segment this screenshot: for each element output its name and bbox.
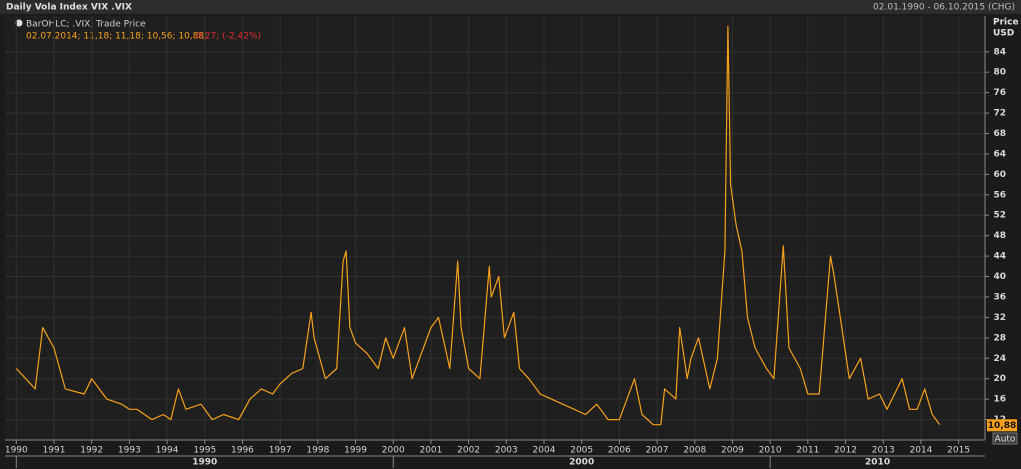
x-tick-label: 2004 xyxy=(533,446,556,456)
chart-title: Daily Vola Index VIX .VIX xyxy=(6,3,132,13)
y-tick-label: 52 xyxy=(993,211,1006,221)
x-tick-label: 1997 xyxy=(269,446,292,456)
ohlc-text: 02.07.2014; 11,18; 11,18; 10,56; 10,88; xyxy=(26,32,207,42)
y-tick-label: 40 xyxy=(993,272,1006,282)
y-tick-label: 68 xyxy=(993,129,1006,139)
x-tick-label: 2007 xyxy=(646,446,669,456)
x-tick-label: 1990 xyxy=(5,446,28,456)
x-tick-label: 2010 xyxy=(759,446,782,456)
x-tick-label: 1991 xyxy=(43,446,66,456)
x-tick-label: 2002 xyxy=(457,446,480,456)
x-tick-label: 2006 xyxy=(608,446,631,456)
y-tick-label: 76 xyxy=(993,88,1006,98)
y-tick-label: 36 xyxy=(993,292,1006,302)
y-tick-label: 16 xyxy=(993,395,1006,405)
y-tick-label: 28 xyxy=(993,333,1006,343)
x-tick-label: 1993 xyxy=(118,446,141,456)
y-tick-label: 48 xyxy=(993,231,1006,241)
legend-text: BarOHLC; .VIX; Trade Price xyxy=(26,20,146,30)
y-tick-label: 80 xyxy=(993,68,1006,78)
last-value-label: 10,88 xyxy=(988,421,1016,431)
x-tick-label: 2013 xyxy=(872,446,895,456)
x-tick-label: 1999 xyxy=(344,446,367,456)
y-axis-unit: USD xyxy=(993,29,1014,39)
x-tick-label: 2015 xyxy=(947,446,970,456)
x-tick-label: 2011 xyxy=(796,446,819,456)
legend-icon[interactable] xyxy=(15,19,23,27)
x-tick-label: 2014 xyxy=(909,446,932,456)
y-tick-label: 84 xyxy=(993,47,1006,57)
y-axis-label: Price xyxy=(993,18,1019,28)
x-tick-label: 2008 xyxy=(683,446,706,456)
x-tick-label: 2000 xyxy=(382,446,405,456)
date-range: 02.01.1990 - 06.10.2015 (CHG) xyxy=(873,3,1015,13)
x-tick-label: 2001 xyxy=(419,446,442,456)
y-tick-label: 60 xyxy=(993,170,1006,180)
change-text: -0,27; (-2,42%) xyxy=(193,32,261,42)
decade-label: 1990 xyxy=(192,458,217,468)
last-value-box xyxy=(987,419,1017,432)
x-tick-label: 2012 xyxy=(834,446,857,456)
price-line xyxy=(15,25,941,426)
x-tick-label: 1994 xyxy=(156,446,179,456)
decade-label: 2010 xyxy=(865,458,890,468)
x-tick-label: 1998 xyxy=(306,446,329,456)
plot-area xyxy=(5,16,985,440)
y-tick-label: 56 xyxy=(993,190,1006,200)
x-tick-label: 1995 xyxy=(193,446,216,456)
decade-label: 2000 xyxy=(569,458,594,468)
x-tick-label: 1996 xyxy=(231,446,254,456)
y-tick-label: 72 xyxy=(993,109,1006,119)
auto-button[interactable] xyxy=(992,432,1018,445)
y-tick-label: 44 xyxy=(993,252,1006,262)
y-tick-label: 32 xyxy=(993,313,1006,323)
y-tick-label: 64 xyxy=(993,149,1006,159)
x-tick-label: 1992 xyxy=(80,446,103,456)
header-bar xyxy=(0,0,1021,14)
x-tick-label: 2003 xyxy=(495,446,518,456)
y-tick-label: 24 xyxy=(993,354,1006,364)
auto-button-label: Auto xyxy=(995,435,1016,445)
x-tick-label: 2005 xyxy=(570,446,593,456)
x-tick-label: 2009 xyxy=(721,446,744,456)
y-tick-label: 20 xyxy=(993,374,1006,384)
